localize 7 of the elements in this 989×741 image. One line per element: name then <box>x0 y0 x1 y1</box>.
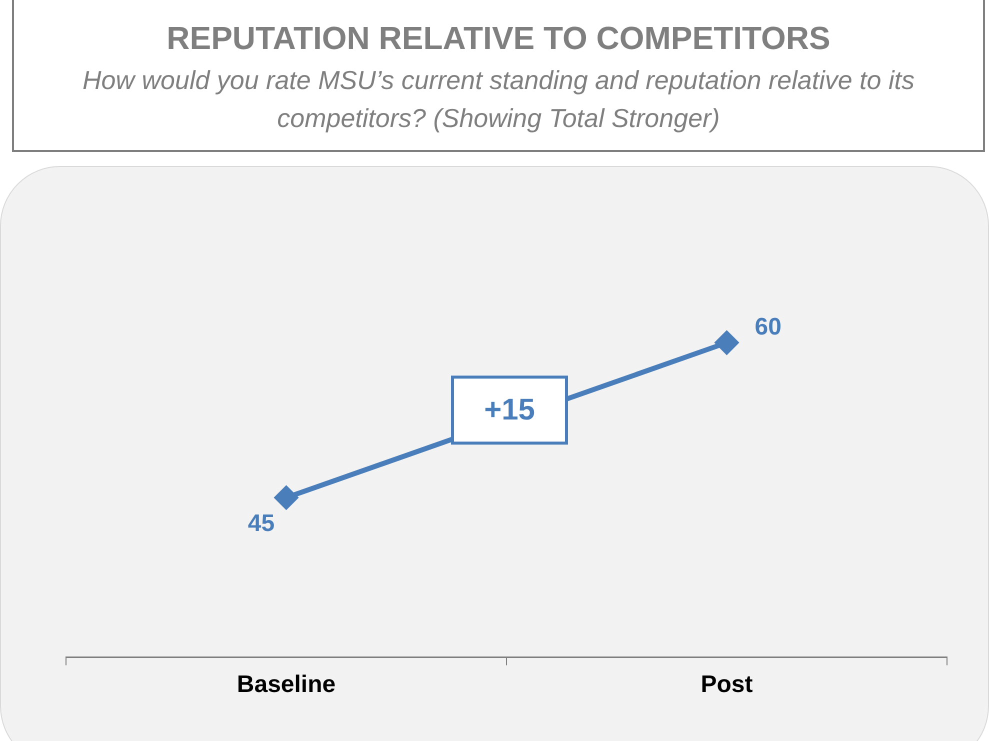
data-label: 45 <box>248 510 275 538</box>
data-label: 60 <box>754 313 782 340</box>
x-tick-label: Post <box>700 671 753 698</box>
chart-title: REPUTATION RELATIVE TO COMPETITORS <box>166 20 832 57</box>
x-tick-label: Baseline <box>236 671 336 698</box>
chart-subtitle: How would you rate MSU’s current standing and reputation relative to its competitors? (Showing Total Stronger) <box>82 64 916 135</box>
annotation: +15 <box>484 393 535 426</box>
